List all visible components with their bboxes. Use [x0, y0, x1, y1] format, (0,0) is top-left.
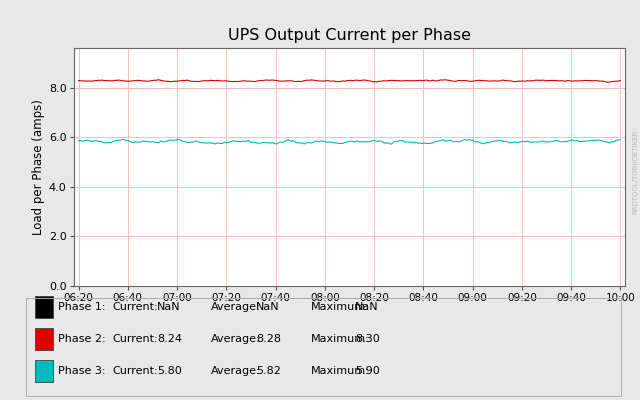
- Text: Current:: Current:: [112, 302, 157, 312]
- Text: NaN: NaN: [157, 302, 180, 312]
- Text: 8.24: 8.24: [157, 334, 182, 344]
- Text: NaN: NaN: [256, 302, 280, 312]
- Text: Average:: Average:: [211, 302, 261, 312]
- Text: Average:: Average:: [211, 334, 261, 344]
- Text: RRDTOOL/TOBI/OETIKER: RRDTOOL/TOBI/OETIKER: [632, 130, 638, 214]
- Text: Maximum:: Maximum:: [310, 366, 369, 376]
- Text: Phase 2:: Phase 2:: [58, 334, 105, 344]
- Text: Phase 1:: Phase 1:: [58, 302, 105, 312]
- Text: Phase 3:: Phase 3:: [58, 366, 105, 376]
- Text: 5.80: 5.80: [157, 366, 182, 376]
- Text: 5.82: 5.82: [256, 366, 281, 376]
- Text: Maximum:: Maximum:: [310, 302, 369, 312]
- Text: Average:: Average:: [211, 366, 261, 376]
- Text: Maximum:: Maximum:: [310, 334, 369, 344]
- Text: 8.30: 8.30: [355, 334, 380, 344]
- Title: UPS Output Current per Phase: UPS Output Current per Phase: [228, 28, 471, 43]
- Text: 5.90: 5.90: [355, 366, 380, 376]
- Text: Current:: Current:: [112, 334, 157, 344]
- Text: Current:: Current:: [112, 366, 157, 376]
- Text: 8.28: 8.28: [256, 334, 281, 344]
- Y-axis label: Load per Phase (amps): Load per Phase (amps): [32, 99, 45, 235]
- Text: NaN: NaN: [355, 302, 379, 312]
